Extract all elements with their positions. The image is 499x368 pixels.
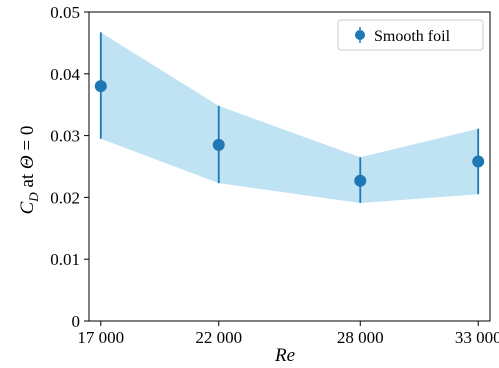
data-point <box>354 174 367 187</box>
x-tick-label: 22 000 <box>195 328 242 347</box>
x-tick-label: 33 000 <box>455 328 499 347</box>
y-tick-label: 0 <box>72 312 81 331</box>
y-axis-label-theta: Θ <box>17 155 38 169</box>
y-ticks: 0 0.01 0.02 0.03 0.04 0.05 <box>50 3 89 331</box>
data-point <box>472 155 485 168</box>
x-ticks: 17 000 22 000 28 000 33 000 <box>77 321 499 347</box>
legend-marker <box>355 30 365 40</box>
y-tick-label: 0.01 <box>50 250 80 269</box>
y-tick-label: 0.02 <box>50 188 80 207</box>
legend-box <box>337 19 484 51</box>
y-tick-label: 0.04 <box>50 65 80 84</box>
data-point-layer <box>94 80 485 187</box>
y-axis-label: CD at Θ = 0 <box>17 126 41 215</box>
x-tick-label: 28 000 <box>337 328 384 347</box>
data-point <box>212 138 225 151</box>
error-band <box>100 32 479 203</box>
plot-frame <box>88 11 491 322</box>
y-tick-label: 0.05 <box>50 3 80 22</box>
legend: Smooth foil <box>337 19 484 51</box>
data-point <box>94 80 107 93</box>
x-axis-label: Re <box>274 345 295 366</box>
y-axis-label-end: = 0 <box>17 126 38 156</box>
y-axis-label-symbol: C <box>17 201 38 214</box>
legend-label: Smooth foil <box>374 28 451 45</box>
y-axis-label-subscript: D <box>26 192 41 203</box>
y-axis-label-text: at <box>17 169 38 192</box>
error-band-layer <box>100 32 479 203</box>
x-tick-label: 17 000 <box>77 328 124 347</box>
y-tick-label: 0.03 <box>50 127 80 146</box>
